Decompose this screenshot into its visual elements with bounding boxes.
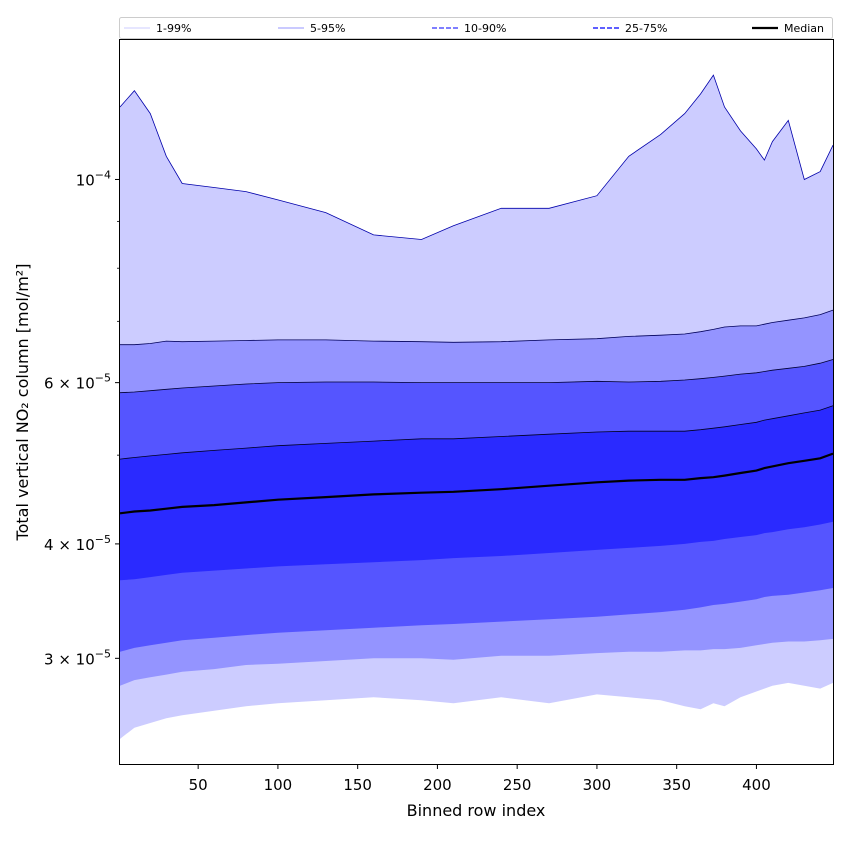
legend-label-Median: Median	[784, 22, 824, 35]
plot-frame	[119, 39, 834, 765]
y-tick-label: 3 × 10−5	[44, 647, 111, 668]
x-tick-label: 200	[423, 776, 452, 794]
median-line	[119, 452, 834, 515]
median-layer	[119, 452, 834, 515]
percentile-bands	[119, 74, 834, 739]
y-tick-label: 10−4	[76, 168, 111, 189]
legend-label-10-90%: 10-90%	[464, 22, 506, 35]
legend: 1-99% 5-95% 10-90% 25-75% Median	[119, 17, 833, 39]
band-upper-line-25-75%	[119, 405, 834, 460]
band-25-75%	[120, 405, 833, 581]
y-axis: 10−4 6 × 10−5 4 × 10−5 3 × 10−5	[44, 168, 120, 668]
legend-label-1-99%: 1-99%	[156, 22, 191, 35]
x-tick-label: 50	[189, 776, 208, 794]
band-upper-line-1-99%	[119, 74, 834, 240]
band-upper-line-10-90%	[119, 359, 834, 394]
y-tick-label: 6 × 10−5	[44, 372, 111, 393]
x-tick-label: 400	[742, 776, 771, 794]
legend-frame	[119, 17, 833, 39]
legend-label-5-95%: 5-95%	[310, 22, 345, 35]
x-tick-label: 100	[264, 776, 293, 794]
band-upper-line-5-95%	[120, 309, 834, 346]
x-tick-label: 300	[583, 776, 612, 794]
x-axis-label: Binned row index	[407, 801, 546, 820]
x-tick-label: 150	[343, 776, 372, 794]
x-axis: 50 100 150 200 250 300 350 400	[189, 764, 771, 794]
legend-label-25-75%: 25-75%	[625, 22, 667, 35]
y-tick-label: 4 × 10−5	[44, 533, 111, 554]
x-tick-label: 350	[662, 776, 691, 794]
x-tick-label: 250	[503, 776, 532, 794]
y-axis-label: Total vertical NO₂ column [mol/m²]	[13, 264, 32, 542]
